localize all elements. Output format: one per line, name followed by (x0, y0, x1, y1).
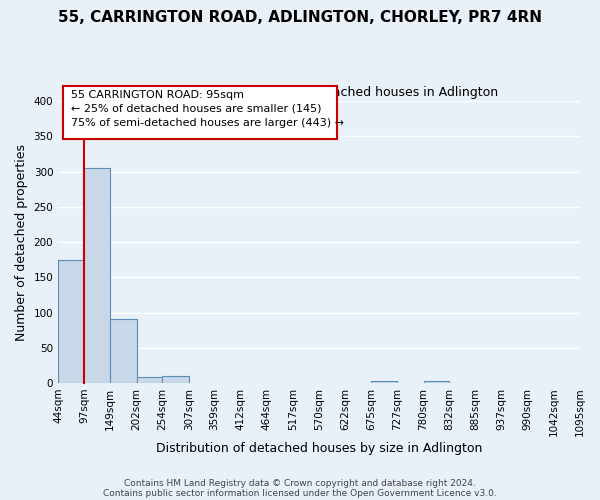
Text: 55 CARRINGTON ROAD: 95sqm
← 25% of detached houses are smaller (145)
75% of semi: 55 CARRINGTON ROAD: 95sqm ← 25% of detac… (71, 90, 344, 128)
Text: 55, CARRINGTON ROAD, ADLINGTON, CHORLEY, PR7 4RN: 55, CARRINGTON ROAD, ADLINGTON, CHORLEY,… (58, 10, 542, 25)
X-axis label: Distribution of detached houses by size in Adlington: Distribution of detached houses by size … (156, 442, 482, 455)
FancyBboxPatch shape (64, 86, 337, 139)
Bar (85, 168, 110, 383)
Bar (163, 376, 189, 383)
Bar (371, 381, 397, 383)
Text: Contains HM Land Registry data © Crown copyright and database right 2024.: Contains HM Land Registry data © Crown c… (124, 478, 476, 488)
Bar (424, 381, 449, 383)
Bar (58, 260, 85, 383)
Text: Contains public sector information licensed under the Open Government Licence v3: Contains public sector information licen… (103, 488, 497, 498)
Y-axis label: Number of detached properties: Number of detached properties (15, 144, 28, 340)
Bar (110, 319, 137, 383)
Title: Size of property relative to detached houses in Adlington: Size of property relative to detached ho… (140, 86, 497, 98)
Bar (137, 378, 163, 383)
